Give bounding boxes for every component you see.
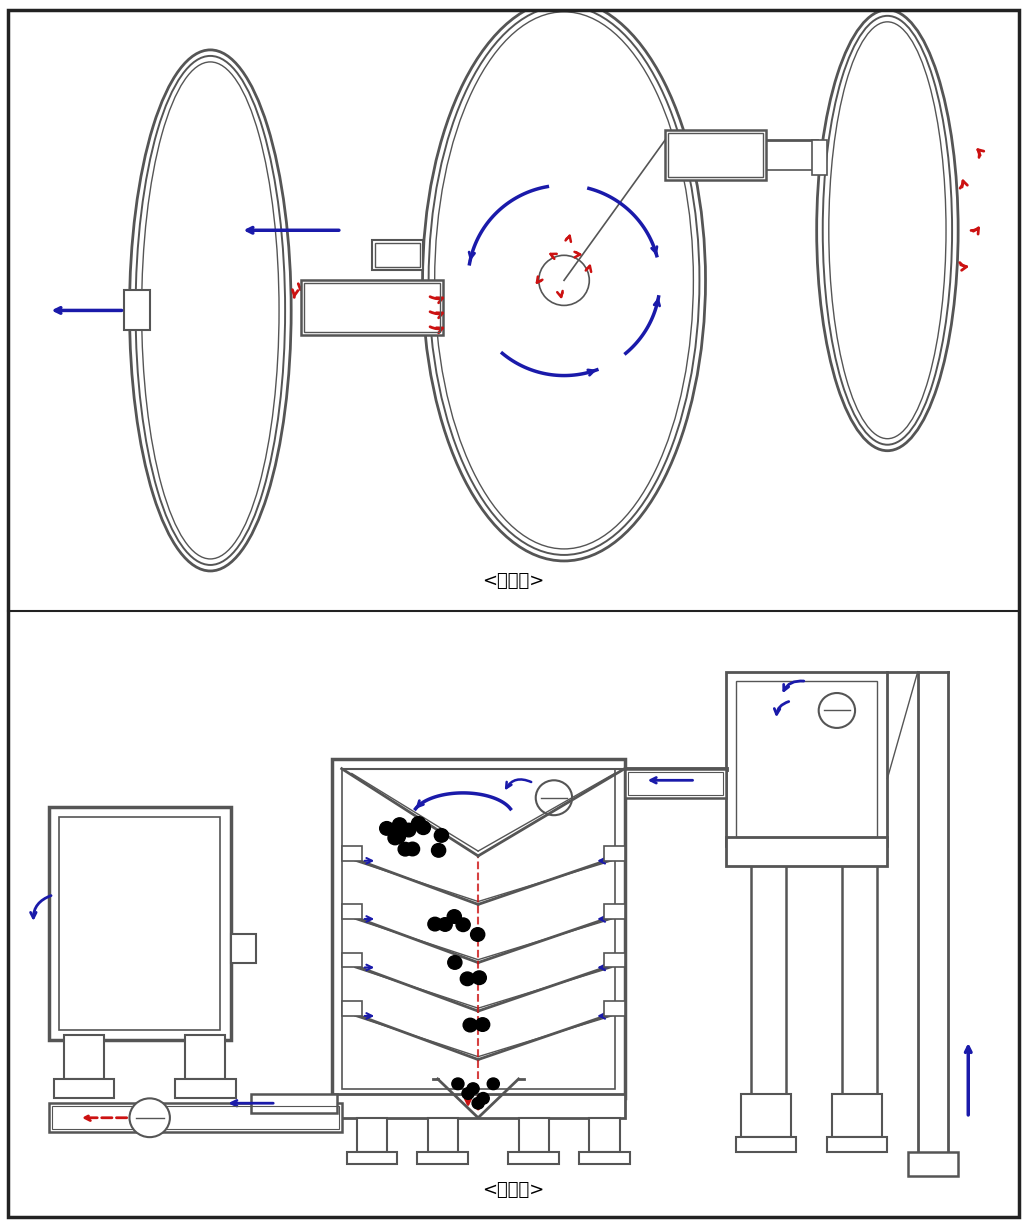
- Circle shape: [470, 928, 485, 941]
- Bar: [735, 1137, 797, 1152]
- Bar: [59, 817, 221, 1031]
- Bar: [342, 768, 614, 1088]
- Circle shape: [462, 1087, 474, 1099]
- Bar: [751, 847, 787, 1098]
- Circle shape: [463, 1018, 478, 1032]
- Circle shape: [392, 818, 407, 832]
- Bar: [842, 847, 877, 1098]
- Circle shape: [389, 828, 404, 842]
- Bar: [589, 1118, 619, 1152]
- Bar: [48, 1103, 342, 1133]
- Bar: [740, 1093, 792, 1137]
- Bar: [427, 1118, 458, 1152]
- Circle shape: [406, 842, 420, 855]
- Circle shape: [431, 844, 446, 858]
- Bar: [735, 681, 877, 837]
- Circle shape: [402, 823, 416, 837]
- Circle shape: [447, 909, 461, 923]
- Bar: [627, 772, 723, 795]
- Bar: [605, 953, 624, 967]
- Bar: [64, 1036, 104, 1079]
- Bar: [342, 904, 362, 919]
- Bar: [726, 837, 887, 865]
- Bar: [624, 768, 726, 798]
- Circle shape: [456, 918, 470, 931]
- Circle shape: [467, 1083, 480, 1094]
- Bar: [726, 671, 887, 847]
- Circle shape: [380, 822, 393, 836]
- Bar: [342, 953, 362, 967]
- Bar: [332, 760, 624, 1098]
- Circle shape: [388, 831, 403, 844]
- Bar: [375, 243, 419, 267]
- Circle shape: [412, 817, 425, 831]
- Circle shape: [391, 829, 406, 843]
- Circle shape: [448, 956, 462, 969]
- Text: <평면도>: <평면도>: [483, 572, 544, 590]
- Bar: [332, 1093, 624, 1118]
- Bar: [51, 1106, 339, 1129]
- Bar: [53, 1079, 114, 1098]
- Bar: [251, 1093, 337, 1113]
- Circle shape: [439, 918, 452, 931]
- Bar: [605, 1001, 624, 1016]
- Circle shape: [478, 1092, 489, 1104]
- Bar: [185, 1036, 226, 1079]
- Bar: [605, 847, 624, 861]
- Bar: [342, 847, 362, 861]
- Bar: [301, 281, 443, 335]
- Bar: [175, 1079, 235, 1098]
- Bar: [669, 133, 763, 177]
- Circle shape: [476, 1017, 490, 1032]
- Circle shape: [129, 1098, 169, 1137]
- Circle shape: [434, 828, 449, 842]
- Bar: [418, 1152, 468, 1164]
- Bar: [605, 904, 624, 919]
- Bar: [48, 807, 230, 1040]
- Bar: [230, 934, 256, 963]
- Bar: [519, 1118, 548, 1152]
- Circle shape: [472, 1097, 484, 1109]
- Bar: [811, 140, 827, 175]
- Bar: [508, 1152, 559, 1164]
- Bar: [372, 240, 422, 270]
- Bar: [579, 1152, 630, 1164]
- Circle shape: [487, 1079, 499, 1090]
- Bar: [304, 283, 440, 333]
- Circle shape: [536, 780, 572, 815]
- Bar: [827, 1137, 887, 1152]
- Bar: [347, 1152, 397, 1164]
- Circle shape: [460, 972, 474, 985]
- Circle shape: [472, 971, 487, 984]
- Circle shape: [428, 918, 442, 931]
- Bar: [908, 1152, 958, 1175]
- Text: <단면도>: <단면도>: [483, 1182, 544, 1200]
- Circle shape: [398, 843, 412, 856]
- Bar: [356, 1118, 387, 1152]
- Bar: [342, 1001, 362, 1016]
- Bar: [124, 291, 150, 330]
- Bar: [665, 130, 766, 180]
- Circle shape: [416, 821, 430, 834]
- Bar: [832, 1093, 882, 1137]
- Circle shape: [452, 1079, 464, 1090]
- Circle shape: [819, 693, 855, 728]
